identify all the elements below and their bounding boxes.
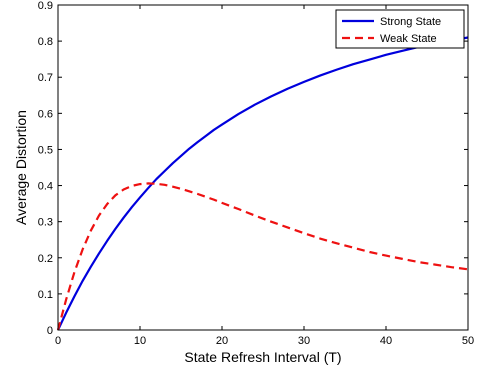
y-tick-label: 0.7 xyxy=(38,72,53,84)
legend-label-strong-state: Strong State xyxy=(380,16,441,28)
y-tick-label: 0.6 xyxy=(38,108,53,120)
y-tick-label: 0.1 xyxy=(38,289,53,301)
legend-box xyxy=(335,9,465,49)
y-tick-label: 0.2 xyxy=(38,253,53,265)
y-tick-label: 0.4 xyxy=(38,181,53,193)
y-tick-label: 0.5 xyxy=(38,144,53,156)
axes-layer: 0 10 20 30 40 50 0 0.1 0.2 0.3 0.4 0.5 0.6 0.7 0.8 0.9 xyxy=(38,0,474,347)
legend: Strong State Weak State xyxy=(335,9,465,49)
y-tick-label: 0 xyxy=(47,325,53,337)
series-layer xyxy=(56,36,469,331)
x-tick-label: 10 xyxy=(134,335,146,347)
x-tick-label: 20 xyxy=(216,335,228,347)
plot-background xyxy=(58,5,468,330)
plot-area xyxy=(58,5,468,330)
y-tick-label: 0.3 xyxy=(38,217,53,229)
x-tick-label: 50 xyxy=(462,335,474,347)
series-line-weak-state xyxy=(56,182,469,331)
series-line-strong-state xyxy=(57,36,469,331)
x-tick-label: 30 xyxy=(298,335,310,347)
y-tick-label: 0.9 xyxy=(38,0,53,12)
x-tick-label: 0 xyxy=(55,335,61,347)
x-tick-label: 40 xyxy=(380,335,392,347)
legend-label-weak-state: Weak State xyxy=(380,33,437,45)
axes-frame xyxy=(57,4,469,331)
y-tick-label: 0.8 xyxy=(38,36,53,48)
y-axis-title: Average Distortion xyxy=(13,110,29,225)
x-axis-title: State Refresh Interval (T) xyxy=(184,349,341,365)
